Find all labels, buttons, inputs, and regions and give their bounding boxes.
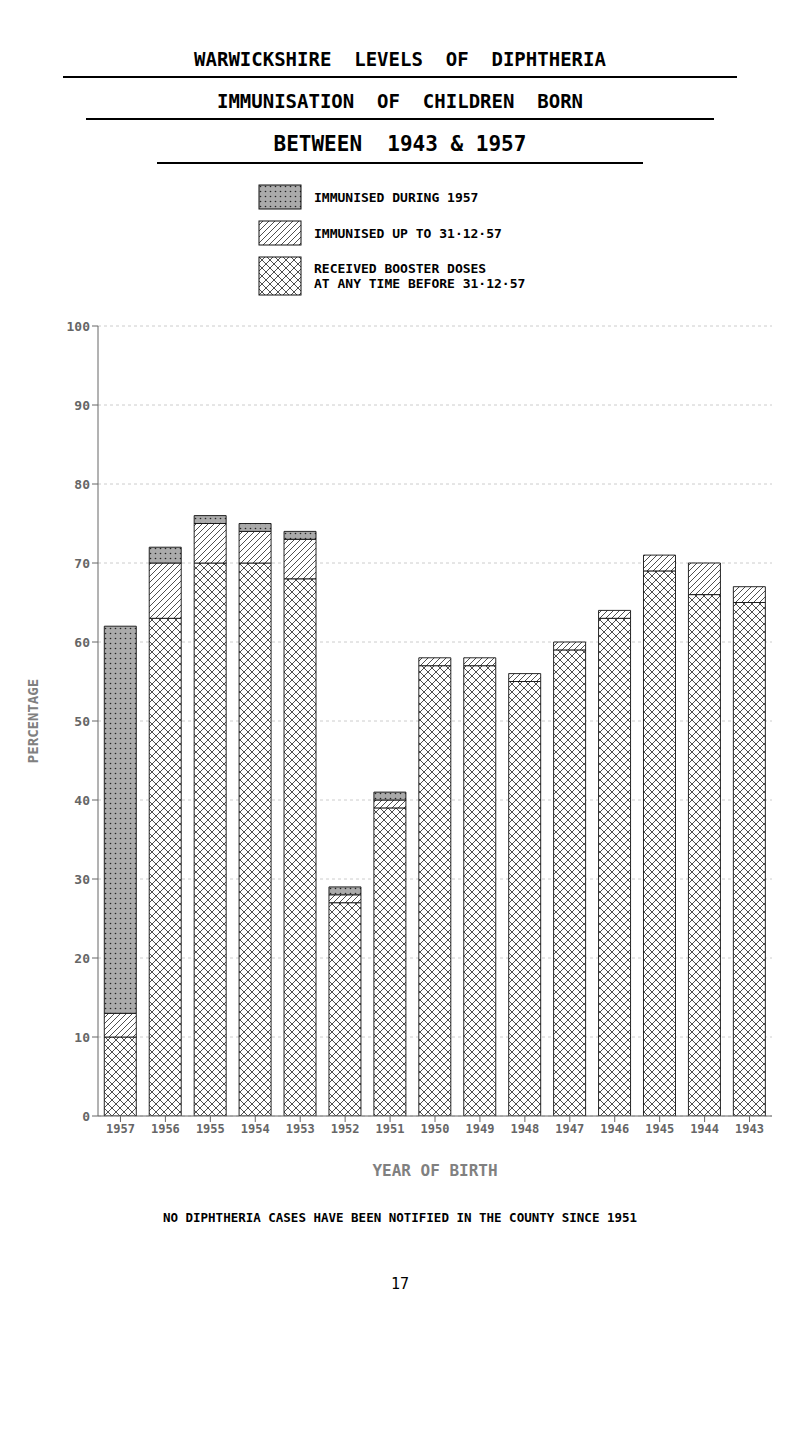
svg-text:30: 30 <box>74 872 90 887</box>
svg-text:PERCENTAGE: PERCENTAGE <box>25 679 41 763</box>
html-text:NO DIPHTHERIA CASES HAVE BEEN: NO DIPHTHERIA CASES HAVE BEEN NOTIFIED I… <box>162 1210 638 1225</box>
svg-text:1949: 1949 <box>465 1122 494 1136</box>
html-text:BETWEEN 1943 & 1957: BETWEEN 1943 & 1957 <box>273 132 527 156</box>
html-text:IMMUNISED DURING 1957: IMMUNISED DURING 1957 <box>314 189 479 205</box>
html-text:17: 17 <box>391 1275 409 1293</box>
svg-text:50: 50 <box>74 714 90 729</box>
svg-text:70: 70 <box>74 556 90 571</box>
svg-text:YEAR OF BIRTH: YEAR OF BIRTH <box>372 1161 497 1180</box>
svg-text:20: 20 <box>74 951 90 966</box>
svg-text:1946: 1946 <box>600 1122 629 1136</box>
svg-text:1953: 1953 <box>286 1122 315 1136</box>
svg-text:10: 10 <box>74 1030 90 1045</box>
svg-text:1954: 1954 <box>241 1122 270 1136</box>
svg-text:1948: 1948 <box>510 1122 539 1136</box>
svg-text:1957: 1957 <box>106 1122 135 1136</box>
svg-text:1944: 1944 <box>690 1122 719 1136</box>
svg-text:100: 100 <box>67 319 91 334</box>
svg-text:1952: 1952 <box>331 1122 360 1136</box>
svg-text:1950: 1950 <box>421 1122 450 1136</box>
svg-text:1951: 1951 <box>376 1122 405 1136</box>
html-text:WARWICKSHIRE LEVELS OF DIPHTHE: WARWICKSHIRE LEVELS OF DIPHTHERIA <box>194 48 606 70</box>
svg-text:1943: 1943 <box>735 1122 764 1136</box>
svg-text:0: 0 <box>82 1109 90 1124</box>
svg-text:80: 80 <box>74 477 90 492</box>
svg-text:40: 40 <box>74 793 90 808</box>
svg-text:1955: 1955 <box>196 1122 225 1136</box>
html-text:IMMUNISED UP TO 31·12·57: IMMUNISED UP TO 31·12·57 <box>314 225 502 241</box>
html-text:IMMUNISATION OF CHILDREN BORN: IMMUNISATION OF CHILDREN BORN <box>217 90 583 112</box>
svg-text:1945: 1945 <box>645 1122 674 1136</box>
svg-text:90: 90 <box>74 398 90 413</box>
svg-text:60: 60 <box>74 635 90 650</box>
svg-text:1947: 1947 <box>555 1122 584 1136</box>
svg-text:1956: 1956 <box>151 1122 180 1136</box>
html-text:RECEIVED BOOSTER DOSES AT ANY: RECEIVED BOOSTER DOSES AT ANY TIME BEFOR… <box>314 261 526 291</box>
